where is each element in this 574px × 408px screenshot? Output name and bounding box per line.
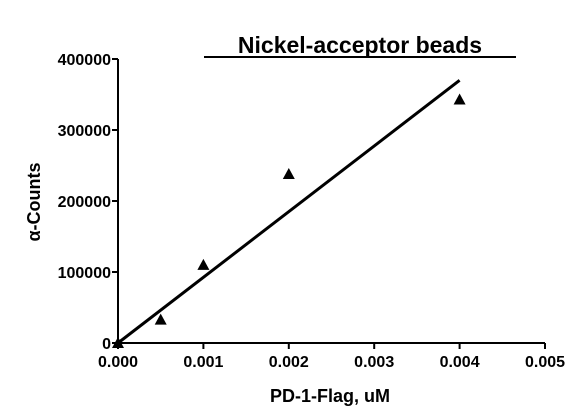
- fit-line-group: [117, 79, 461, 345]
- fit-line: [117, 79, 461, 345]
- x-axis: 0.000 0.001 0.002 0.003 0.004 0.005: [98, 342, 565, 371]
- x-tick-label: 0.000: [98, 354, 138, 371]
- x-axis-label: PD-1-Flag, uM: [270, 386, 390, 406]
- x-tick-label: 0.005: [525, 354, 565, 371]
- chart-title: Nickel-acceptor beads: [238, 32, 482, 58]
- y-tick-label: 100000: [58, 265, 111, 282]
- y-tick-label: 300000: [58, 123, 111, 140]
- data-point-triangle: [112, 337, 124, 348]
- x-tick-label: 0.004: [440, 354, 480, 371]
- x-tick-label: 0.003: [354, 354, 394, 371]
- data-points: [112, 93, 466, 348]
- data-point-triangle: [154, 313, 167, 325]
- y-tick-label: 200000: [58, 194, 111, 211]
- x-tick-label: 0.002: [269, 354, 309, 371]
- data-point-triangle: [282, 168, 295, 180]
- y-tick-label: 0: [102, 336, 111, 353]
- y-axis: 0 100000 200000 300000 400000: [58, 52, 119, 353]
- y-tick-label: 400000: [58, 52, 111, 69]
- y-axis-label: α-Counts: [24, 162, 44, 241]
- x-tick-label: 0.001: [183, 354, 223, 371]
- data-point-triangle: [453, 93, 466, 105]
- data-point-triangle: [197, 258, 210, 270]
